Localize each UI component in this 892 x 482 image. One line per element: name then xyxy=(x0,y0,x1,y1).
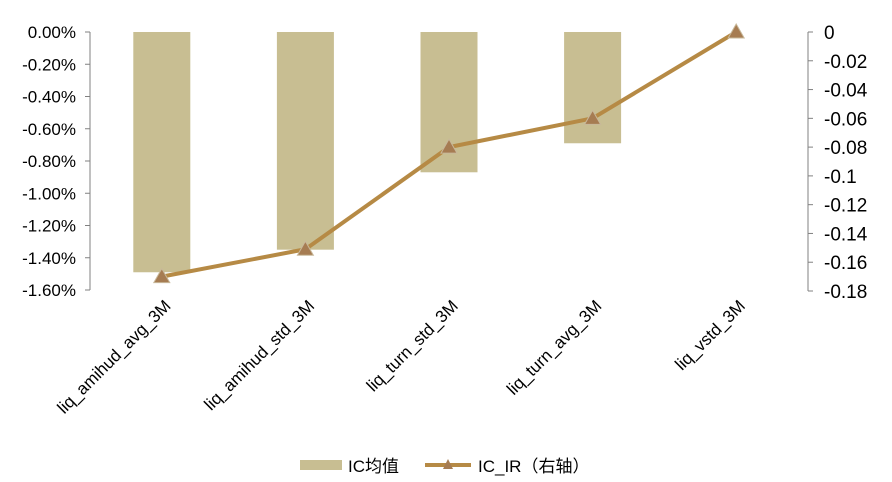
bar-series-ic-mean xyxy=(133,32,622,273)
right-axis-tick-label: -0.08 xyxy=(824,138,867,159)
left-axis-tick-label: 0.00% xyxy=(28,23,76,42)
legend-marker-ic-ir xyxy=(443,459,453,469)
x-axis-category-label: liq_amihud_avg_3M xyxy=(54,296,175,417)
legend-label-ic-mean: IC均值 xyxy=(348,457,399,476)
ic-ir-marker-liq_vstd_3M xyxy=(727,22,746,39)
line-series-ic-ir xyxy=(152,22,746,284)
ic-ir-marker-liq_amihud_avg_3M xyxy=(152,267,171,284)
left-axis-tick-label: -0.20% xyxy=(22,55,76,74)
left-axis-tick-label: -0.80% xyxy=(22,152,76,171)
left-y-axis: 0.00% -0.20% -0.40% -0.60% -0.80% -1.00% -1.20… xyxy=(22,23,91,300)
right-axis-tick-label: -0.02 xyxy=(824,52,867,73)
right-axis-tick-label: -0.06 xyxy=(824,109,867,130)
x-axis-category-label: liq_vstd_3M xyxy=(671,296,749,374)
right-axis-tick-label: -0.18 xyxy=(824,282,867,303)
left-axis-tick-label: -1.60% xyxy=(22,281,76,300)
right-y-axis: 0 -0.02 -0.04 -0.06 -0.08 -0.1 -0.12 -0.14 -0.16… xyxy=(807,23,868,303)
left-axis-tick-label: -1.20% xyxy=(22,217,76,236)
left-axis-tick-label: -0.40% xyxy=(22,88,76,107)
right-axis-tick-label: -0.1 xyxy=(824,167,857,188)
bar-liq_turn_avg_3M xyxy=(564,32,622,144)
left-axis-tick-label: -1.00% xyxy=(22,184,76,203)
ic-ir-marker-liq_turn_std_3M xyxy=(440,138,458,154)
x-axis-category-labels: liq_amihud_avg_3M liq_amihud_std_3M liq_tu… xyxy=(54,296,749,417)
legend-swatch-ic-mean xyxy=(300,460,342,470)
bar-liq_amihud_avg_3M xyxy=(133,32,191,273)
x-axis-category-label: liq_turn_avg_3M xyxy=(503,296,605,398)
legend: IC均值 IC_IR（右轴） xyxy=(300,457,589,476)
x-axis-category-label: liq_turn_std_3M xyxy=(363,296,462,395)
bar-liq_amihud_std_3M xyxy=(276,32,334,250)
right-axis-tick-label: -0.14 xyxy=(824,224,868,245)
x-axis-category-label: liq_amihud_std_3M xyxy=(201,296,319,414)
legend-label-ic-ir: IC_IR（右轴） xyxy=(478,457,589,476)
right-axis-tick-label: 0 xyxy=(824,23,835,44)
ic-ir-marker-liq_turn_avg_3M xyxy=(583,109,602,125)
ic-ir-marker-liq_amihud_std_3M xyxy=(296,240,315,256)
right-axis-tick-label: -0.16 xyxy=(824,253,867,274)
left-axis-tick-label: -1.40% xyxy=(22,249,76,268)
left-axis-tick-label: -0.60% xyxy=(22,120,76,139)
right-axis-tick-label: -0.12 xyxy=(824,196,867,217)
right-axis-tick-label: -0.04 xyxy=(824,81,868,102)
